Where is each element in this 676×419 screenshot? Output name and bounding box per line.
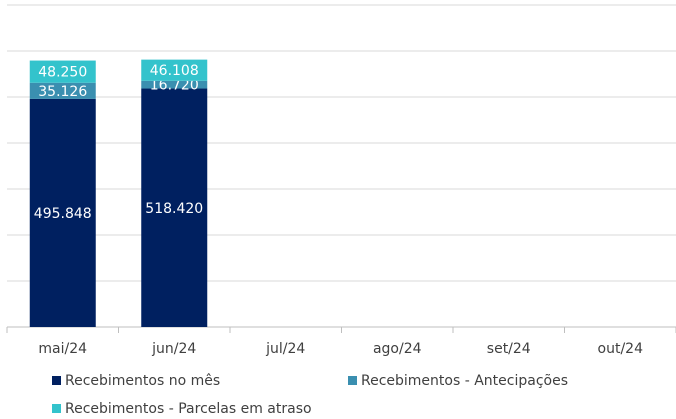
bar-segment — [141, 88, 208, 328]
data-label: 35.126 — [38, 84, 87, 100]
x-tick-label: out/24 — [598, 341, 644, 357]
legend-swatch — [52, 404, 61, 413]
bar-segment — [141, 80, 208, 89]
x-tick-label: mai/24 — [38, 341, 87, 357]
data-label: 518.420 — [145, 201, 203, 217]
bar-segment — [29, 82, 96, 99]
x-tick-label: set/24 — [487, 341, 531, 357]
x-tick-label: jun/24 — [151, 341, 196, 357]
data-label: 48.250 — [38, 65, 87, 81]
bar-segment — [29, 98, 96, 328]
data-label: 46.108 — [150, 63, 199, 79]
legend-swatch — [52, 376, 61, 385]
bar-segment — [29, 60, 96, 83]
x-tick-label: jul/24 — [265, 341, 305, 357]
legend-label: Recebimentos - Antecipações — [361, 373, 568, 389]
bar-segment — [141, 59, 208, 81]
data-label: 495.848 — [34, 206, 92, 222]
data-label: 16.720 — [150, 78, 199, 94]
legend-label: Recebimentos - Parcelas em atraso — [65, 401, 312, 417]
legend-label: Recebimentos no mês — [65, 373, 220, 389]
legend-swatch — [348, 376, 357, 385]
x-tick-label: ago/24 — [373, 341, 422, 357]
